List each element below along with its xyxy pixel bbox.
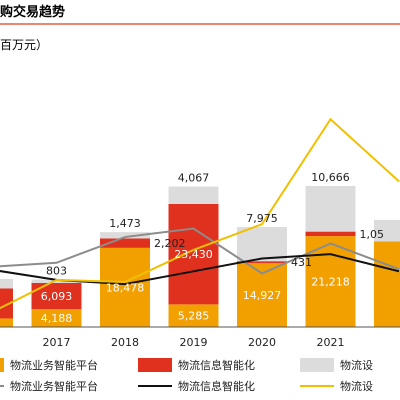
legend-label-bar-1: 物流信息智能化	[178, 358, 255, 372]
bar-2021-series-1	[305, 231, 356, 237]
data-label-2017-series-2: 803	[46, 265, 67, 278]
data-label-2020-series-0: 14,927	[243, 289, 282, 302]
unit-label: 百万元）	[0, 38, 48, 52]
bar-2016-series-1	[0, 288, 13, 319]
bar-2019-series-2	[168, 186, 219, 205]
data-label-2017-series-0: 4,188	[41, 312, 73, 325]
legend-label-line-1: 物流信息智能化	[178, 379, 255, 393]
legend-swatch-bar-1	[138, 358, 172, 372]
legend-label-line-2: 物流设	[340, 379, 373, 393]
x-tick-2017: 2017	[43, 336, 71, 349]
data-label-2018-series-2: 1,473	[109, 217, 141, 230]
bar-2017-series-0	[31, 309, 82, 327]
legend-label-line-0: 物流业务智能平台	[10, 379, 98, 393]
data-label-2020-series-2: 7,975	[246, 212, 278, 225]
data-label-2020-series-1: 431	[291, 256, 312, 269]
data-label-2017-series-1: 6,093	[41, 290, 73, 303]
data-labels-layer: 3284,1886,09380318,4782,2021,4735,28523,…	[41, 171, 385, 325]
x-tick-2020: 2020	[248, 336, 276, 349]
data-label-2018-series-1: 2,202	[154, 237, 186, 250]
data-label-2019-series-0: 5,285	[178, 310, 210, 323]
bar-2018-series-1	[100, 238, 150, 248]
chart-header: 购交易趋势 百万元）	[0, 4, 400, 52]
lines-layer	[0, 117, 400, 310]
legend-label-bar-2: 物流设	[340, 358, 373, 372]
x-tick-2019: 2019	[180, 336, 208, 349]
bar-2016-series-2	[0, 279, 13, 289]
line-series-2	[0, 117, 400, 310]
bar-2022-series-0	[374, 241, 400, 327]
legend-swatch-bar-2	[300, 358, 334, 372]
bar-2016-series-0	[0, 318, 13, 327]
data-label-2021-series-2: 10,666	[311, 171, 350, 184]
line-series-0	[0, 227, 400, 275]
bar-2021-series-2	[305, 185, 356, 232]
bar-2022-series-2	[374, 219, 400, 242]
bar-2018-series-0	[100, 247, 150, 327]
bar-2020-series-1	[237, 261, 287, 264]
bar-2020-series-2	[237, 227, 287, 262]
x-tick-2021: 2021	[317, 336, 345, 349]
data-label-2021-series-0: 21,218	[311, 276, 350, 289]
chart-title: 购交易趋势	[0, 4, 65, 20]
data-label-2019-series-1: 23,430	[174, 248, 213, 261]
legend-swatch-bar-0	[0, 358, 4, 372]
data-label-2019-series-2: 4,067	[178, 172, 210, 185]
bar-2019-series-1	[168, 204, 219, 305]
legend-label-bar-0: 物流业务智能平台	[10, 358, 98, 372]
bar-2019-series-0	[168, 304, 219, 327]
x-tick-2018: 2018	[111, 336, 139, 349]
data-label-2021-series-1: 1,05	[360, 228, 385, 241]
bar-2017-series-2	[31, 279, 82, 283]
data-label-2018-series-0: 18,478	[106, 281, 145, 294]
bar-2018-series-2	[100, 232, 150, 239]
